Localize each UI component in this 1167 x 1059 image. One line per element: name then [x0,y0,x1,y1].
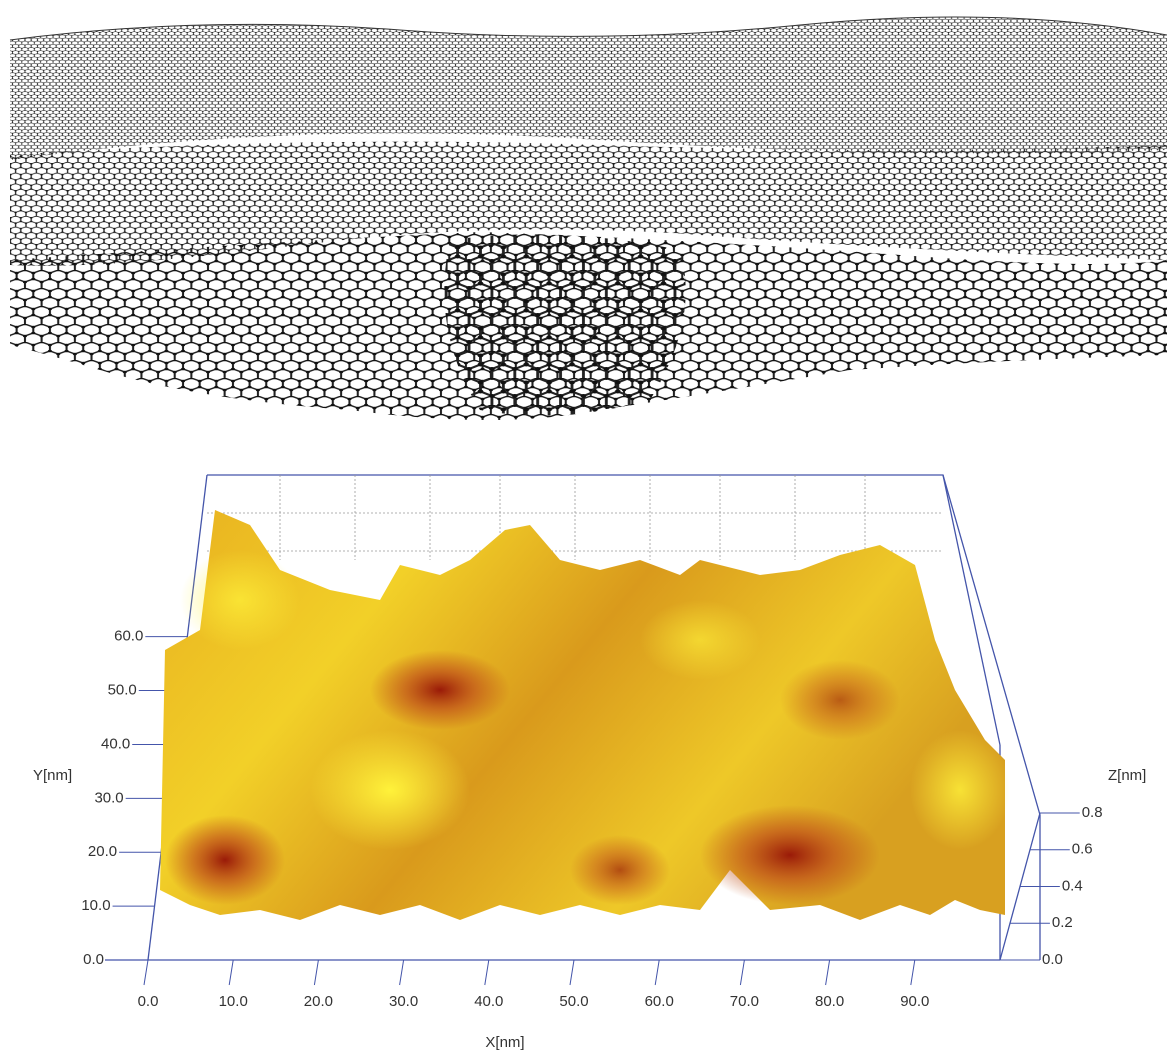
x-tick [314,960,318,985]
x-tick [400,960,404,985]
x-tick-label: 30.0 [389,993,418,1010]
surface [160,510,1010,920]
x-tick [740,960,744,985]
y-tick-label: 10.0 [81,897,110,914]
graphene-sheet [10,17,1167,420]
x-axis-label: X[nm] [485,1034,524,1051]
x-tick-label: 80.0 [815,993,844,1010]
y-tick-label: 50.0 [108,682,137,699]
x-tick-label: 20.0 [304,993,333,1010]
y-tick-label: 60.0 [114,628,143,645]
x-tick [826,960,830,985]
x-tick [144,960,148,985]
y-axis-label: Y[nm] [33,767,72,784]
figure: 0.0 10.0 20.0 30.0 40.0 50.0 60.0 Y[nm] 0.0 10.0… [0,0,1167,1059]
y-tick-label: 30.0 [94,789,123,806]
x-tick-label: 10.0 [219,993,248,1010]
x-tick-label: 70.0 [730,993,759,1010]
x-tick [570,960,574,985]
x-tick [229,960,233,985]
y-tick-label: 20.0 [88,843,117,860]
x-tick-label: 40.0 [474,993,503,1010]
x-tick-label: 60.0 [645,993,674,1010]
x-tick-label: 0.0 [138,993,159,1010]
z-axis-label: Z[nm] [1108,767,1146,784]
z-tick-label: 0.0 [1042,951,1063,968]
y-tick-label: 40.0 [101,735,130,752]
x-tick-label: 50.0 [559,993,588,1010]
x-tick [485,960,489,985]
z-tick-label: 0.6 [1072,841,1093,858]
y-tick-label: 0.0 [83,951,104,968]
x-tick [911,960,915,985]
z-tick-label: 0.8 [1082,804,1103,821]
z-tick-label: 0.2 [1052,914,1073,931]
x-tick-label: 90.0 [900,993,929,1010]
z-tick-label: 0.4 [1062,877,1083,894]
x-tick [655,960,659,985]
